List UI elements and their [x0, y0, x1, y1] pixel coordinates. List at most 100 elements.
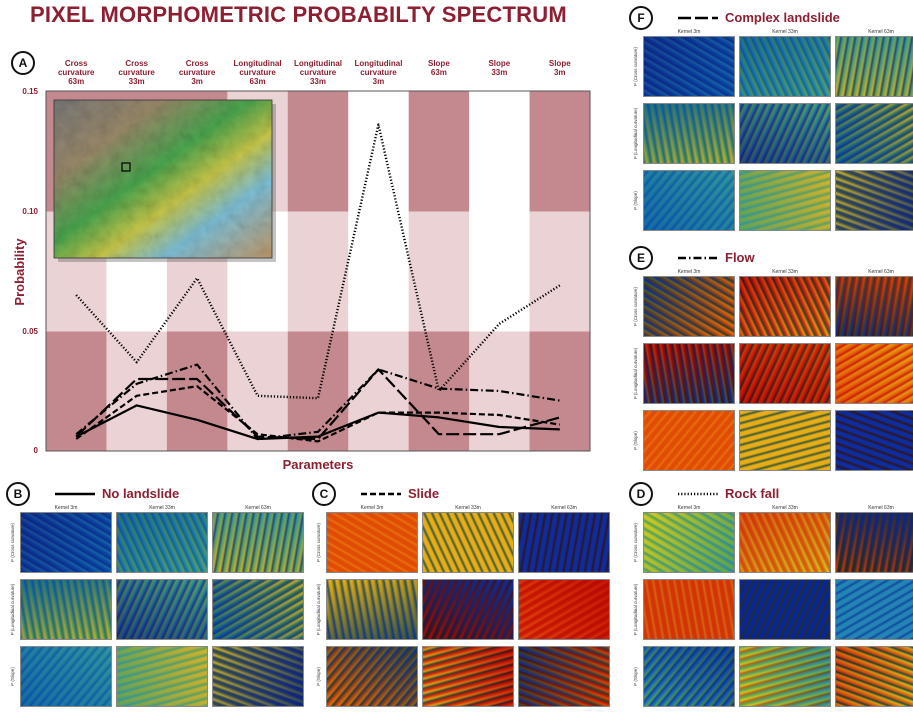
probability-map-tile [212, 646, 304, 707]
band-cell [469, 91, 531, 212]
band-cell [408, 211, 470, 332]
category-label: Cross curvature 3m [179, 59, 216, 86]
probability-map-tile [835, 343, 913, 404]
band-cell [287, 331, 349, 452]
probability-map-tile [835, 103, 913, 164]
series-line-slide [75, 385, 560, 443]
chart-series [75, 123, 561, 443]
band-cell [408, 331, 470, 452]
probability-map-tile [518, 646, 610, 707]
row-label: P (Slope) [632, 190, 638, 210]
row-label: P (Longitudinal curvature) [632, 107, 638, 159]
band-cell [529, 331, 591, 452]
panel-badge-a: A [11, 51, 35, 75]
probability-map-tile [643, 512, 735, 573]
y-axis: 0 0.05 0.10 0.15 [22, 87, 38, 455]
panel-badge-f: F [629, 6, 653, 30]
kernel-label: Kernel 63m [868, 505, 894, 511]
probability-map-tile [643, 343, 735, 404]
y-tick-label: 0.15 [22, 87, 38, 96]
panel-legend-f: Complex landslide [677, 10, 840, 25]
category-label: Longitudinal curvature 33m [294, 59, 342, 86]
series-line-complex-landslide [75, 368, 561, 441]
series-line-flow [75, 363, 560, 441]
kernel-label: Kernel 3m [677, 29, 701, 35]
band-cell [529, 211, 591, 332]
panel-legend-b: No landslide [54, 486, 179, 501]
probability-map-tile [835, 579, 913, 640]
kernel-label: Kernel 63m [868, 29, 894, 35]
probability-map-tile [739, 410, 831, 471]
row-label: P (Slope) [9, 666, 15, 686]
category-label: Cross curvature 33m [118, 59, 155, 86]
band-cell [46, 331, 107, 452]
row-label: P (Cross curvature) [315, 522, 321, 562]
probability-map-tile [643, 36, 735, 97]
panel-badge-b: B [6, 482, 30, 506]
probability-map-tile [739, 103, 831, 164]
legend-line-icon [678, 492, 718, 495]
legend-line-icon [678, 256, 718, 259]
probability-map-tile [835, 170, 913, 231]
y-tick-label: 0.05 [22, 327, 38, 336]
y-axis-label: Probability [12, 238, 27, 306]
probability-map-tile [739, 512, 831, 573]
row-label: P (Cross curvature) [632, 522, 638, 562]
band-cell [287, 91, 349, 212]
probability-map-tile [422, 512, 514, 573]
probability-map-tile [212, 512, 304, 573]
kernel-label: Kernel 3m [54, 505, 78, 511]
probability-map-tile [739, 36, 831, 97]
category-labels: Cross curvature 63m Cross curvature 33m Cross c… [58, 59, 571, 86]
row-label: P (Cross curvature) [632, 46, 638, 86]
page-title: PIXEL MORPHOMETRIC PROBABILTY SPECTRUM [30, 2, 567, 27]
row-label: P (Slope) [315, 666, 321, 686]
kernel-label: Kernel 63m [551, 505, 577, 511]
terrain-map-inset [53, 99, 276, 262]
probability-map-tile [422, 646, 514, 707]
probability-map-tile [20, 512, 112, 573]
probability-map-tile [643, 410, 735, 471]
probability-map-tile [326, 512, 418, 573]
series-line-no-landslide [75, 404, 560, 441]
band-cell [469, 211, 531, 332]
category-label: Cross curvature 63m [58, 59, 95, 86]
row-label: P (Slope) [632, 430, 638, 450]
kernel-label: Kernel 33m [455, 505, 481, 511]
probability-map-tile [116, 579, 208, 640]
kernel-label: Kernel 63m [868, 269, 894, 275]
probability-map-tile [518, 579, 610, 640]
probability-map-tile [643, 103, 735, 164]
kernel-label: Kernel 33m [772, 269, 798, 275]
row-label: P (Slope) [632, 666, 638, 686]
probability-map-tile [739, 343, 831, 404]
plot-frame [45, 90, 591, 452]
x-axis-label: Parameters [283, 457, 354, 472]
panel-title: Slide [408, 486, 440, 501]
probability-map-tile [643, 646, 735, 707]
category-label: Slope 63m [428, 59, 450, 77]
kernel-label: Kernel 3m [677, 269, 701, 275]
category-label: Longitudinal curvature 3m [354, 59, 402, 86]
probability-map-tile [326, 646, 418, 707]
panel-title: Complex landslide [725, 10, 840, 25]
band-cell [408, 91, 470, 212]
panel-badge-d: D [629, 482, 653, 506]
probability-map-tile [20, 579, 112, 640]
band-cell [529, 91, 591, 212]
probability-map-tile [20, 646, 112, 707]
row-label: P (Longitudinal curvature) [9, 583, 15, 635]
row-label: P (Longitudinal curvature) [632, 347, 638, 399]
kernel-label: Kernel 63m [245, 505, 271, 511]
legend-line-icon [361, 492, 401, 495]
panel-legend-d: Rock fall [677, 486, 779, 501]
probability-map-tile [212, 579, 304, 640]
probability-map-tile [835, 512, 913, 573]
kernel-label: Kernel 33m [772, 505, 798, 511]
probability-map-tile [739, 646, 831, 707]
row-label: P (Cross curvature) [632, 286, 638, 326]
kernel-label: Kernel 3m [677, 505, 701, 511]
category-label: Slope 33m [488, 59, 510, 77]
probability-map-tile [422, 579, 514, 640]
